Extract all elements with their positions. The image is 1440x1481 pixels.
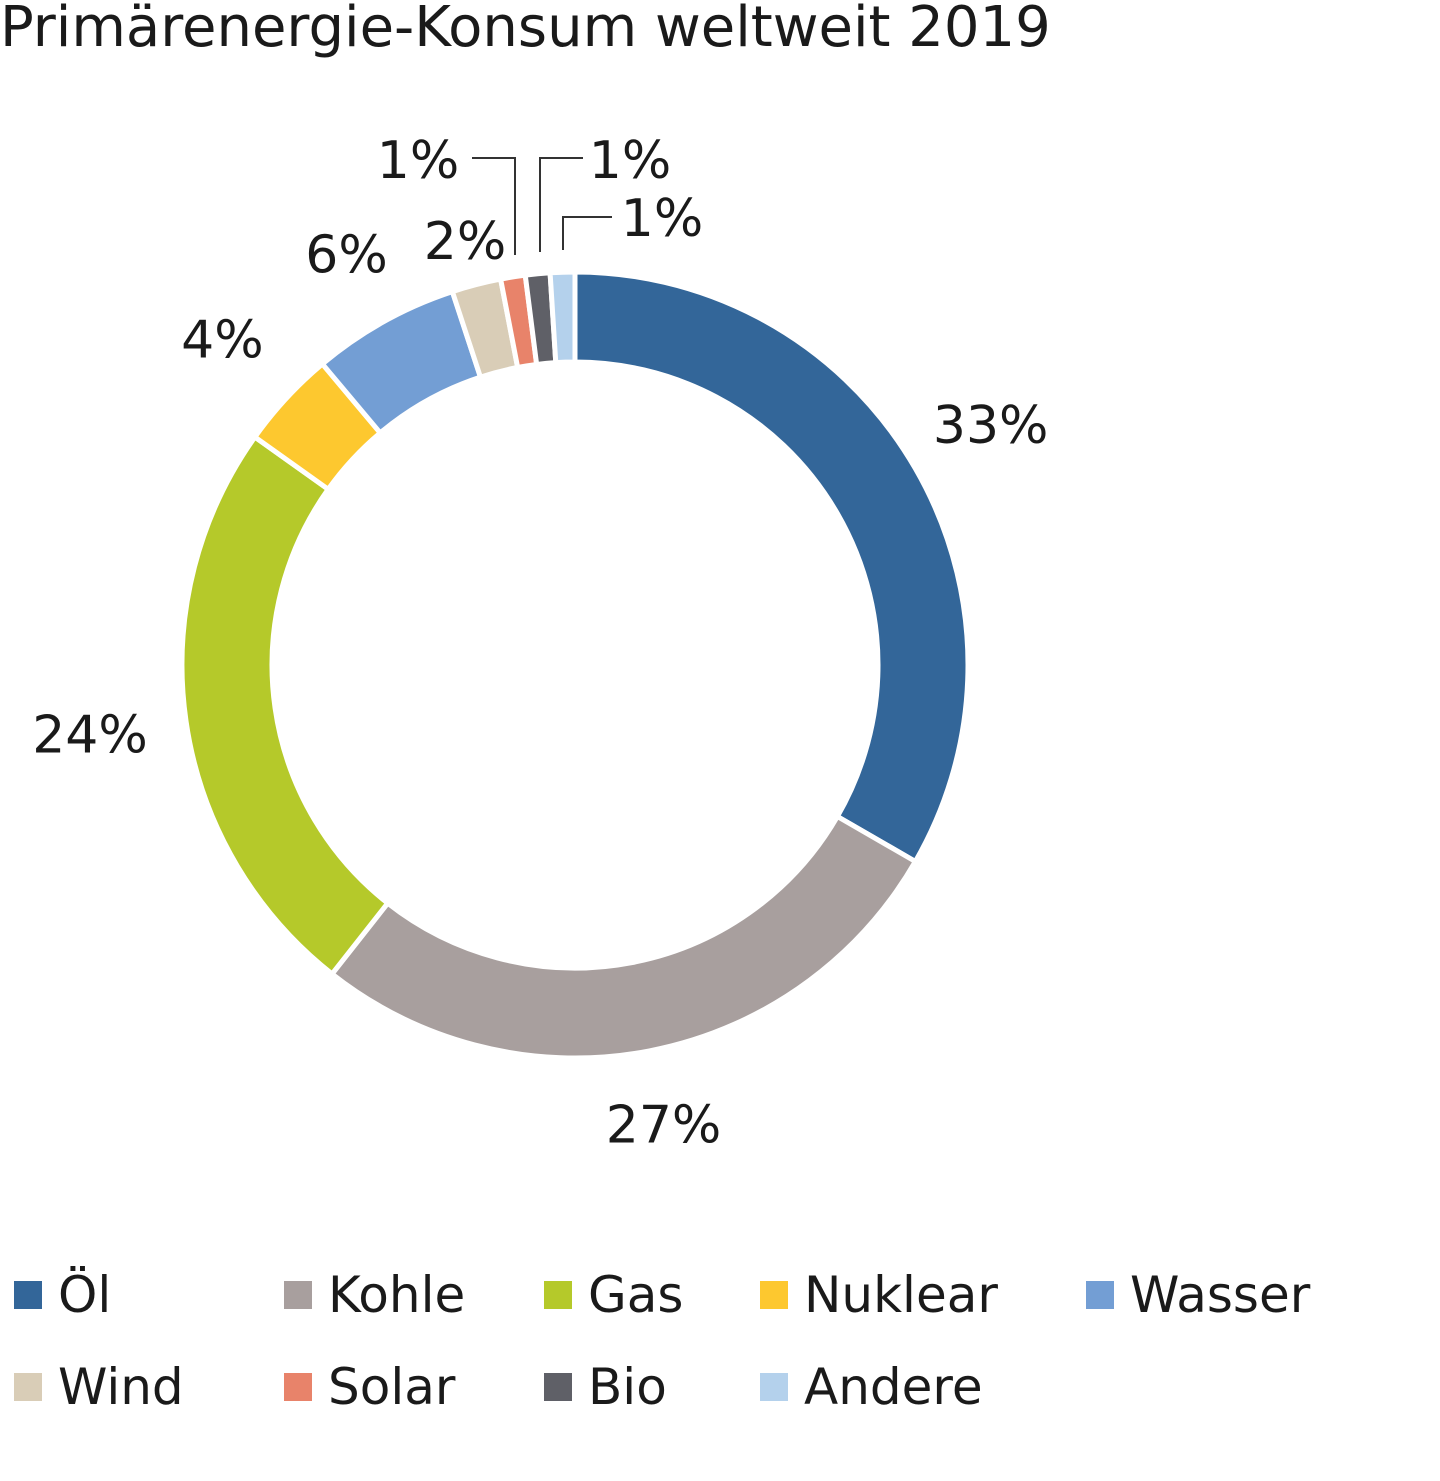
legend-swatch-nuklear: [760, 1281, 788, 1309]
data-label-gas: 24%: [32, 706, 148, 766]
data-label-nuklear: 4%: [181, 310, 264, 370]
data-label-andere: 1%: [621, 189, 704, 249]
legend-swatch-ol: [14, 1281, 42, 1309]
legend-label-wasser: Wasser: [1130, 1266, 1311, 1324]
leader-line-andere: [562, 216, 612, 250]
legend-swatch-solar: [284, 1373, 312, 1401]
legend-label-wind: Wind: [58, 1358, 184, 1416]
legend-item-wind: Wind: [14, 1357, 184, 1417]
chart-title: Primärenergie-Konsum weltweit 2019: [0, 0, 1051, 60]
legend-item-gas: Gas: [544, 1265, 683, 1325]
legend-item-nuklear: Nuklear: [760, 1265, 998, 1325]
legend-label-kohle: Kohle: [328, 1266, 466, 1324]
legend-swatch-gas: [544, 1281, 572, 1309]
legend-swatch-wasser: [1086, 1281, 1114, 1309]
legend-item-bio: Bio: [544, 1357, 667, 1417]
data-labels: 33%27%24%4%6% 2%1% 1%1%: [32, 131, 1048, 1156]
legend-label-nuklear: Nuklear: [804, 1266, 998, 1324]
leader-line-bio: [539, 157, 583, 252]
legend-label-solar: Solar: [328, 1358, 456, 1416]
slice-gas: [179, 433, 392, 978]
legend-label-ol: Öl: [58, 1266, 112, 1324]
legend-item-wasser: Wasser: [1086, 1265, 1310, 1325]
legend-item-andere: Andere: [760, 1357, 983, 1417]
chart-legend: Öl Kohle Gas Nuklear Wasser Wind Solar Bio Ander…: [0, 1255, 1440, 1455]
data-label-ol: 33%: [933, 396, 1049, 456]
legend-label-bio: Bio: [588, 1358, 667, 1416]
slice-kohle: [328, 813, 919, 1061]
slice-ol: [572, 269, 971, 865]
legend-item-ol: Öl: [14, 1265, 111, 1325]
data-label-wasser: 6%: [305, 225, 388, 285]
data-label-bio: 1%: [589, 131, 672, 191]
data-label-solar: 1%: [377, 131, 460, 191]
data-label-kohle: 27%: [606, 1096, 722, 1156]
legend-label-andere: Andere: [804, 1358, 983, 1416]
legend-swatch-kohle: [284, 1281, 312, 1309]
legend-swatch-bio: [544, 1373, 572, 1401]
donut-slices: [179, 269, 971, 1061]
legend-swatch-wind: [14, 1373, 42, 1401]
leader-lines: [472, 157, 612, 255]
data-label-wind: 2%: [424, 212, 507, 272]
leader-line-solar: [472, 157, 516, 255]
legend-label-gas: Gas: [588, 1266, 684, 1324]
legend-item-kohle: Kohle: [284, 1265, 465, 1325]
slice-andere: [547, 269, 578, 366]
donut-chart: 33%27%24%4%6% 2%1% 1%1%: [32, 131, 1048, 1156]
legend-swatch-andere: [760, 1373, 788, 1401]
legend-item-solar: Solar: [284, 1357, 455, 1417]
